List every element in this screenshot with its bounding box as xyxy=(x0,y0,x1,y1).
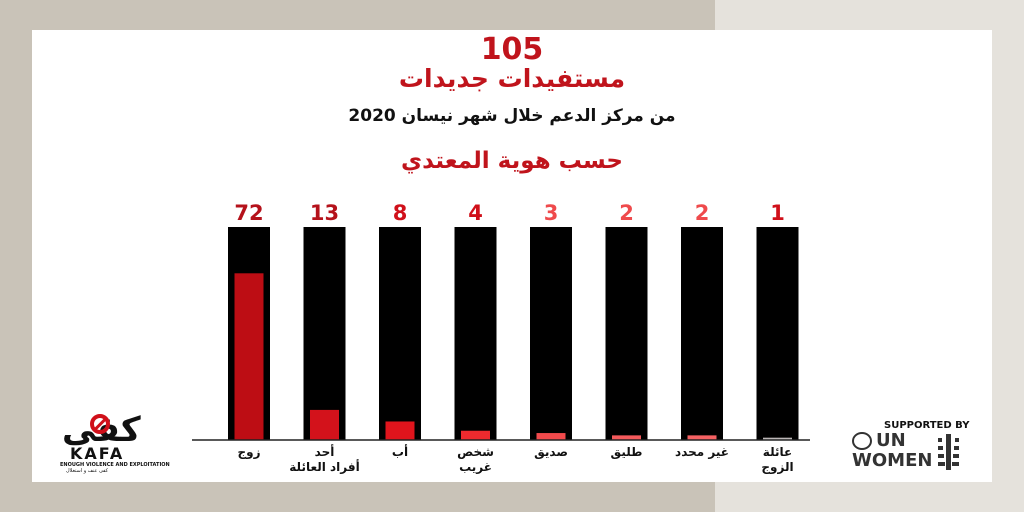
category-label: صديق xyxy=(534,445,568,459)
subheadline: من مركز الدعم خلال شهر نيسان 2020 xyxy=(348,106,676,126)
infographic-card xyxy=(32,30,992,482)
bar-value-label: 13 xyxy=(310,201,339,225)
bar xyxy=(687,435,717,440)
category-label: أب xyxy=(392,444,408,459)
un-women-logo: UN WOMEN xyxy=(852,430,962,474)
category-label: الزوج xyxy=(761,460,793,475)
category-label: طليق xyxy=(611,445,643,459)
headline: مستفيدات جديدات xyxy=(398,64,626,93)
total-count: 105 xyxy=(480,32,544,67)
bar xyxy=(310,409,339,440)
bar-track xyxy=(605,227,648,440)
globe-icon xyxy=(852,432,872,450)
un-text: UN xyxy=(876,430,906,451)
bar-value-label: 4 xyxy=(468,201,483,225)
bar-value-label: 1 xyxy=(770,201,785,225)
section-title: حسب هوية المعتدي xyxy=(401,148,623,174)
category-label: أفراد العائلة xyxy=(289,459,359,474)
kafa-tagline: ENOUGH VIOLENCE AND EXPLOITATION xyxy=(60,462,170,468)
women-text: WOMEN xyxy=(852,450,933,471)
category-label: عائلة xyxy=(763,445,792,459)
bar-track xyxy=(303,227,346,440)
bar-track xyxy=(530,227,572,440)
category-label: شخص xyxy=(457,445,494,459)
bar-value-label: 72 xyxy=(234,201,263,225)
bar-track xyxy=(756,227,799,440)
prohibition-icon xyxy=(90,414,110,434)
kafa-tagline-arabic: كفى عنف و استغلال xyxy=(66,468,109,474)
bar-value-label: 3 xyxy=(544,201,559,225)
bar-track xyxy=(681,227,723,440)
bar xyxy=(612,435,641,440)
bar xyxy=(536,433,566,440)
category-label: زوج xyxy=(237,445,260,460)
category-label: أحد xyxy=(315,444,335,459)
category-label: غريب xyxy=(459,460,492,474)
bar xyxy=(461,430,490,440)
bar-value-label: 2 xyxy=(695,201,710,225)
kafa-wordmark: KAFA xyxy=(70,444,125,463)
supported-by-label: SUPPORTED BY xyxy=(884,420,970,431)
bar-track xyxy=(454,227,497,440)
bar xyxy=(385,421,415,440)
bar xyxy=(763,437,792,440)
bar-value-label: 8 xyxy=(393,201,408,225)
un-women-emblem-icon xyxy=(938,434,959,470)
kafa-logo: كفى KAFA ENOUGH VIOLENCE AND EXPLOITATIO… xyxy=(56,410,170,480)
bar xyxy=(234,273,264,440)
bar-track xyxy=(379,227,421,440)
category-label: غير محدد xyxy=(675,445,729,459)
bar-value-label: 2 xyxy=(619,201,634,225)
